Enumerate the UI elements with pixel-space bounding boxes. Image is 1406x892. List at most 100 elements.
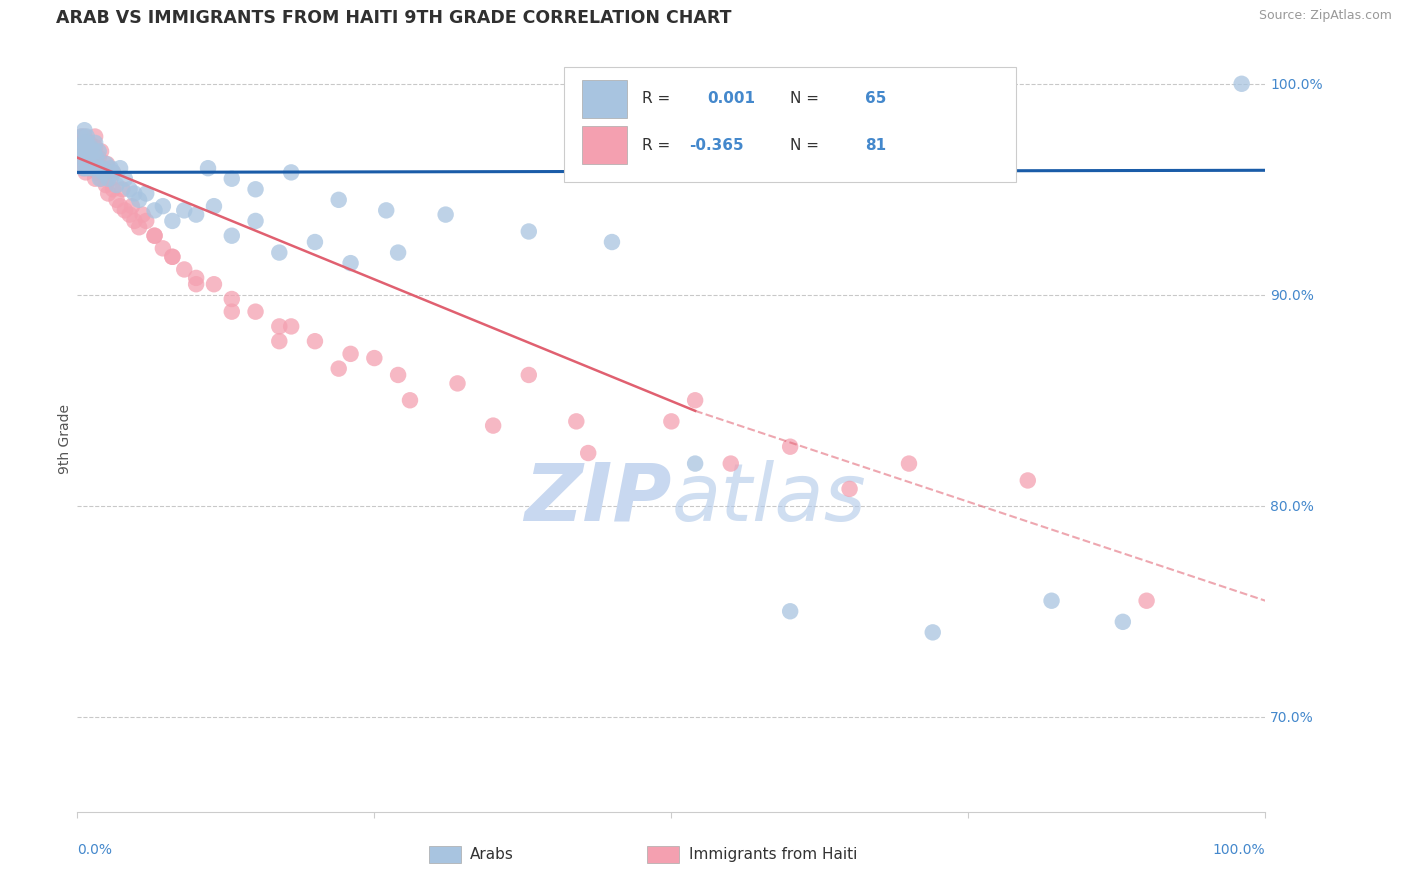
Point — [221, 292, 243, 306]
Point — [77, 136, 100, 150]
Point — [101, 182, 124, 196]
Point — [72, 136, 94, 150]
Point — [105, 178, 128, 192]
Point — [73, 157, 96, 171]
Point — [89, 171, 111, 186]
Point — [434, 208, 457, 222]
Point — [304, 334, 326, 349]
Point — [304, 235, 326, 249]
Point — [245, 304, 267, 318]
Point — [114, 171, 136, 186]
Point — [245, 182, 267, 196]
Point — [838, 482, 860, 496]
Text: Immigrants from Haiti: Immigrants from Haiti — [689, 847, 858, 862]
Point — [720, 457, 742, 471]
Point — [70, 129, 93, 144]
Point — [124, 186, 146, 201]
Text: 0.0%: 0.0% — [77, 843, 112, 857]
Point — [124, 214, 146, 228]
Point — [93, 165, 115, 179]
Point — [86, 165, 108, 179]
Point — [75, 165, 97, 179]
Point — [162, 250, 184, 264]
Point — [82, 145, 104, 159]
Point — [105, 193, 128, 207]
Point — [75, 140, 97, 154]
Text: ZIP: ZIP — [524, 460, 672, 538]
Point — [82, 161, 104, 176]
Text: Source: ZipAtlas.com: Source: ZipAtlas.com — [1258, 9, 1392, 22]
Point — [162, 250, 184, 264]
Point — [76, 129, 98, 144]
Point — [1136, 593, 1159, 607]
Point — [75, 136, 97, 150]
Text: R =: R = — [641, 91, 675, 106]
FancyBboxPatch shape — [564, 67, 1017, 182]
Text: R =: R = — [641, 137, 675, 153]
Point — [173, 203, 195, 218]
Point — [576, 446, 599, 460]
Point — [280, 319, 302, 334]
Text: atlas: atlas — [672, 460, 866, 538]
Point — [280, 165, 302, 179]
Point — [77, 140, 100, 154]
Point — [1017, 474, 1039, 488]
Point — [70, 145, 93, 159]
Point — [600, 235, 623, 249]
Point — [131, 208, 153, 222]
Point — [202, 277, 225, 292]
Text: ARAB VS IMMIGRANTS FROM HAITI 9TH GRADE CORRELATION CHART: ARAB VS IMMIGRANTS FROM HAITI 9TH GRADE … — [56, 9, 731, 27]
Point — [328, 361, 350, 376]
Point — [269, 319, 291, 334]
Point — [135, 214, 157, 228]
Point — [77, 145, 100, 159]
Point — [80, 151, 103, 165]
FancyBboxPatch shape — [582, 126, 627, 164]
Point — [86, 151, 108, 165]
Point — [1230, 77, 1253, 91]
Point — [118, 208, 141, 222]
Point — [186, 271, 208, 285]
Point — [79, 151, 101, 165]
Point — [143, 228, 166, 243]
Point — [269, 334, 291, 349]
Point — [779, 440, 801, 454]
Point — [80, 157, 103, 171]
Point — [100, 171, 122, 186]
Point — [128, 220, 150, 235]
Point — [77, 161, 100, 176]
Point — [70, 129, 93, 144]
Text: 0.001: 0.001 — [707, 91, 755, 106]
Point — [221, 304, 243, 318]
Point — [83, 145, 105, 159]
Point — [90, 171, 112, 186]
Point — [69, 140, 91, 154]
Point — [339, 256, 361, 270]
Text: N =: N = — [790, 137, 824, 153]
Point — [565, 414, 588, 428]
Point — [86, 161, 108, 176]
Point — [97, 186, 120, 201]
Point — [87, 145, 110, 159]
Point — [108, 199, 131, 213]
Point — [70, 145, 93, 159]
Point — [135, 186, 157, 201]
Point — [1040, 593, 1063, 607]
Point — [77, 151, 100, 165]
Text: 65: 65 — [865, 91, 886, 106]
Point — [86, 157, 108, 171]
Point — [111, 182, 134, 196]
Point — [77, 151, 100, 165]
Point — [89, 161, 111, 176]
Point — [143, 228, 166, 243]
Point — [72, 161, 94, 176]
Point — [363, 351, 385, 365]
Point — [375, 203, 398, 218]
Point — [72, 161, 94, 176]
Point — [186, 208, 208, 222]
Point — [70, 151, 93, 165]
Point — [101, 165, 124, 179]
Text: 81: 81 — [865, 137, 886, 153]
Point — [114, 203, 136, 218]
Point — [77, 145, 100, 159]
